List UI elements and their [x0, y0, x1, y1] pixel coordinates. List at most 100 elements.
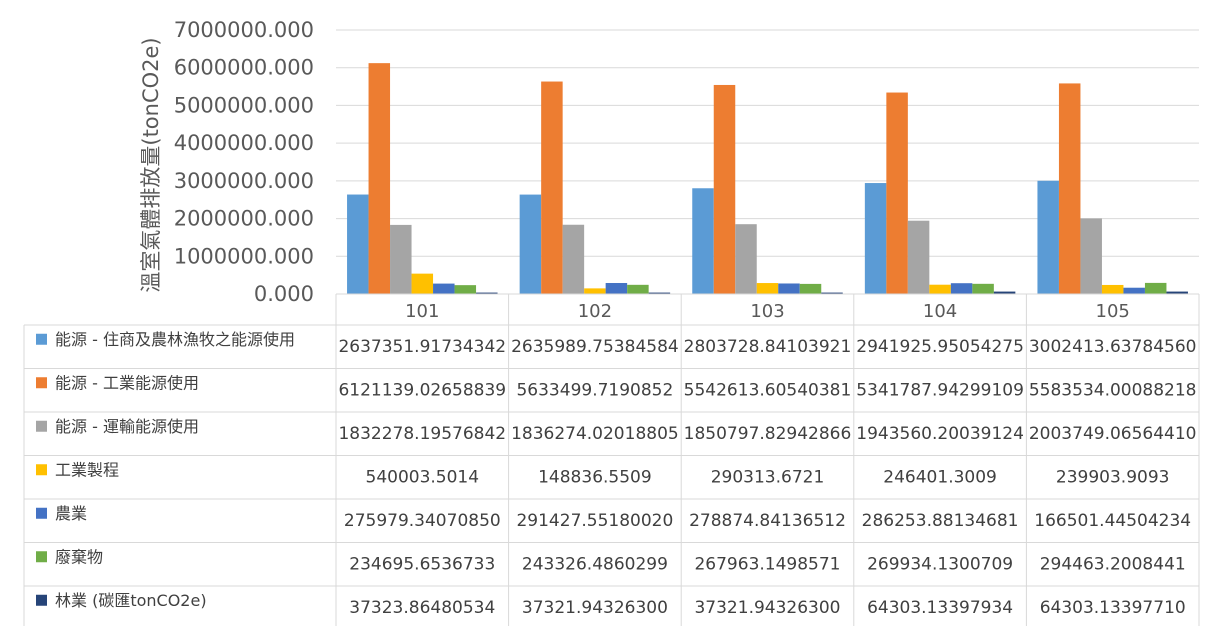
bar [541, 81, 563, 294]
x-category-label: 104 [923, 301, 957, 322]
data-label: 1832278.19576842 [338, 424, 506, 444]
y-tick-label: 0.000 [254, 282, 314, 306]
bar [1101, 284, 1124, 294]
bar [886, 92, 908, 294]
data-label: 1850797.82942866 [684, 424, 852, 444]
x-category-label: 103 [750, 301, 784, 322]
data-label: 540003.5014 [366, 467, 480, 487]
bar [735, 224, 757, 294]
legend-key [36, 551, 47, 563]
bar [713, 84, 736, 294]
data-label: 37321.94326300 [522, 598, 668, 618]
data-label: 3002413.63784560 [1029, 337, 1197, 357]
bar [821, 292, 843, 294]
bar [993, 291, 1016, 294]
bar [648, 292, 671, 294]
bar [907, 220, 930, 294]
y-tick-label: 4000000.000 [174, 131, 314, 155]
data-label: 64303.13397934 [867, 598, 1013, 618]
data-label: 2637351.91734342 [338, 337, 506, 357]
data-label: 5341787.94299109 [856, 380, 1024, 400]
bar [411, 273, 434, 294]
x-category-label: 102 [578, 301, 612, 322]
data-label: 5583534.00088218 [1029, 380, 1197, 400]
bars [347, 63, 1188, 294]
data-label: 37323.86480534 [349, 598, 495, 618]
data-label: 291427.55180020 [516, 511, 673, 531]
y-tick-label: 2000000.000 [174, 207, 314, 231]
data-label: 234695.6536733 [349, 554, 495, 574]
bar [1037, 180, 1059, 294]
y-tick-label: 6000000.000 [174, 56, 314, 80]
bar [950, 283, 973, 294]
legend-key [36, 420, 47, 432]
legend-key [36, 333, 47, 345]
bar [584, 288, 606, 294]
bar [627, 284, 649, 294]
legend-key [36, 507, 47, 519]
legend-key [36, 464, 47, 476]
bar [519, 194, 542, 294]
data-label: 286253.88134681 [862, 511, 1019, 531]
bar [1058, 83, 1081, 294]
data-label: 37321.94326300 [694, 598, 840, 618]
bar [390, 224, 412, 294]
data-label: 2003749.06564410 [1029, 424, 1197, 444]
bar [1080, 218, 1102, 294]
data-label: 64303.13397710 [1040, 598, 1186, 618]
y-tick-label: 1000000.000 [174, 244, 314, 268]
data-label: 1943560.20039124 [856, 424, 1024, 444]
legend-label: 工業製程 [55, 460, 119, 479]
data-label: 6121139.02658839 [338, 380, 506, 400]
bar [799, 283, 822, 294]
legend-label: 農業 [55, 504, 87, 523]
bar [778, 283, 800, 294]
bar [368, 63, 391, 294]
data-label: 246401.3009 [883, 467, 997, 487]
bar [1144, 282, 1167, 294]
data-label: 275979.34070850 [344, 511, 501, 531]
legend-label: 能源 - 住商及農林漁牧之能源使用 [55, 330, 295, 349]
x-category-label: 105 [1096, 301, 1130, 322]
bar [756, 283, 779, 294]
data-label: 5633499.7190852 [516, 380, 673, 400]
legend-key [36, 377, 47, 389]
bar [692, 188, 714, 294]
data-label: 239903.9093 [1056, 467, 1170, 487]
bar [972, 283, 994, 294]
data-label: 5542613.60540381 [684, 380, 852, 400]
data-label: 290313.6721 [711, 467, 825, 487]
data-label: 267963.1498571 [694, 554, 840, 574]
data-label: 166501.44504234 [1034, 511, 1191, 531]
data-label: 2803728.84103921 [684, 337, 852, 357]
gridlines [336, 29, 1199, 295]
y-tick-label: 7000000.000 [174, 18, 314, 42]
data-table: 101 102 103 104 105 能源 - 住商及農林漁牧之能源使用 2637351.… [23, 293, 1200, 626]
data-label: 269934.1300709 [867, 554, 1013, 574]
data-label: 278874.84136512 [689, 511, 846, 531]
data-label: 2941925.95054275 [856, 337, 1024, 357]
bar [864, 183, 887, 294]
data-label: 294463.2008441 [1040, 554, 1186, 574]
legend-label: 能源 - 工業能源使用 [55, 373, 199, 392]
legend-label: 林業 (碳匯tonCO2e) [55, 591, 207, 610]
legend-label: 能源 - 運輸能源使用 [55, 417, 199, 436]
bar [476, 292, 498, 294]
bar [433, 283, 455, 294]
x-category-label: 101 [405, 301, 439, 322]
y-axis-label: 溫室氣體排放量(tonCO2e) [139, 37, 163, 292]
y-axis-ticks: 0.000 1000000.000 2000000.000 3000000.000 40… [174, 18, 314, 306]
data-label: 2635989.75384584 [511, 337, 679, 357]
legend-label: 廢棄物 [55, 547, 103, 566]
bar [347, 194, 369, 294]
y-tick-label: 3000000.000 [174, 169, 314, 193]
bar [1166, 291, 1188, 294]
data-label: 1836274.02018805 [511, 424, 679, 444]
data-label: 243326.4860299 [522, 554, 668, 574]
legend-key [36, 594, 47, 606]
bar [1123, 287, 1145, 294]
bar [929, 284, 951, 294]
y-tick-label: 5000000.000 [174, 93, 314, 117]
data-label: 148836.5509 [538, 467, 652, 487]
